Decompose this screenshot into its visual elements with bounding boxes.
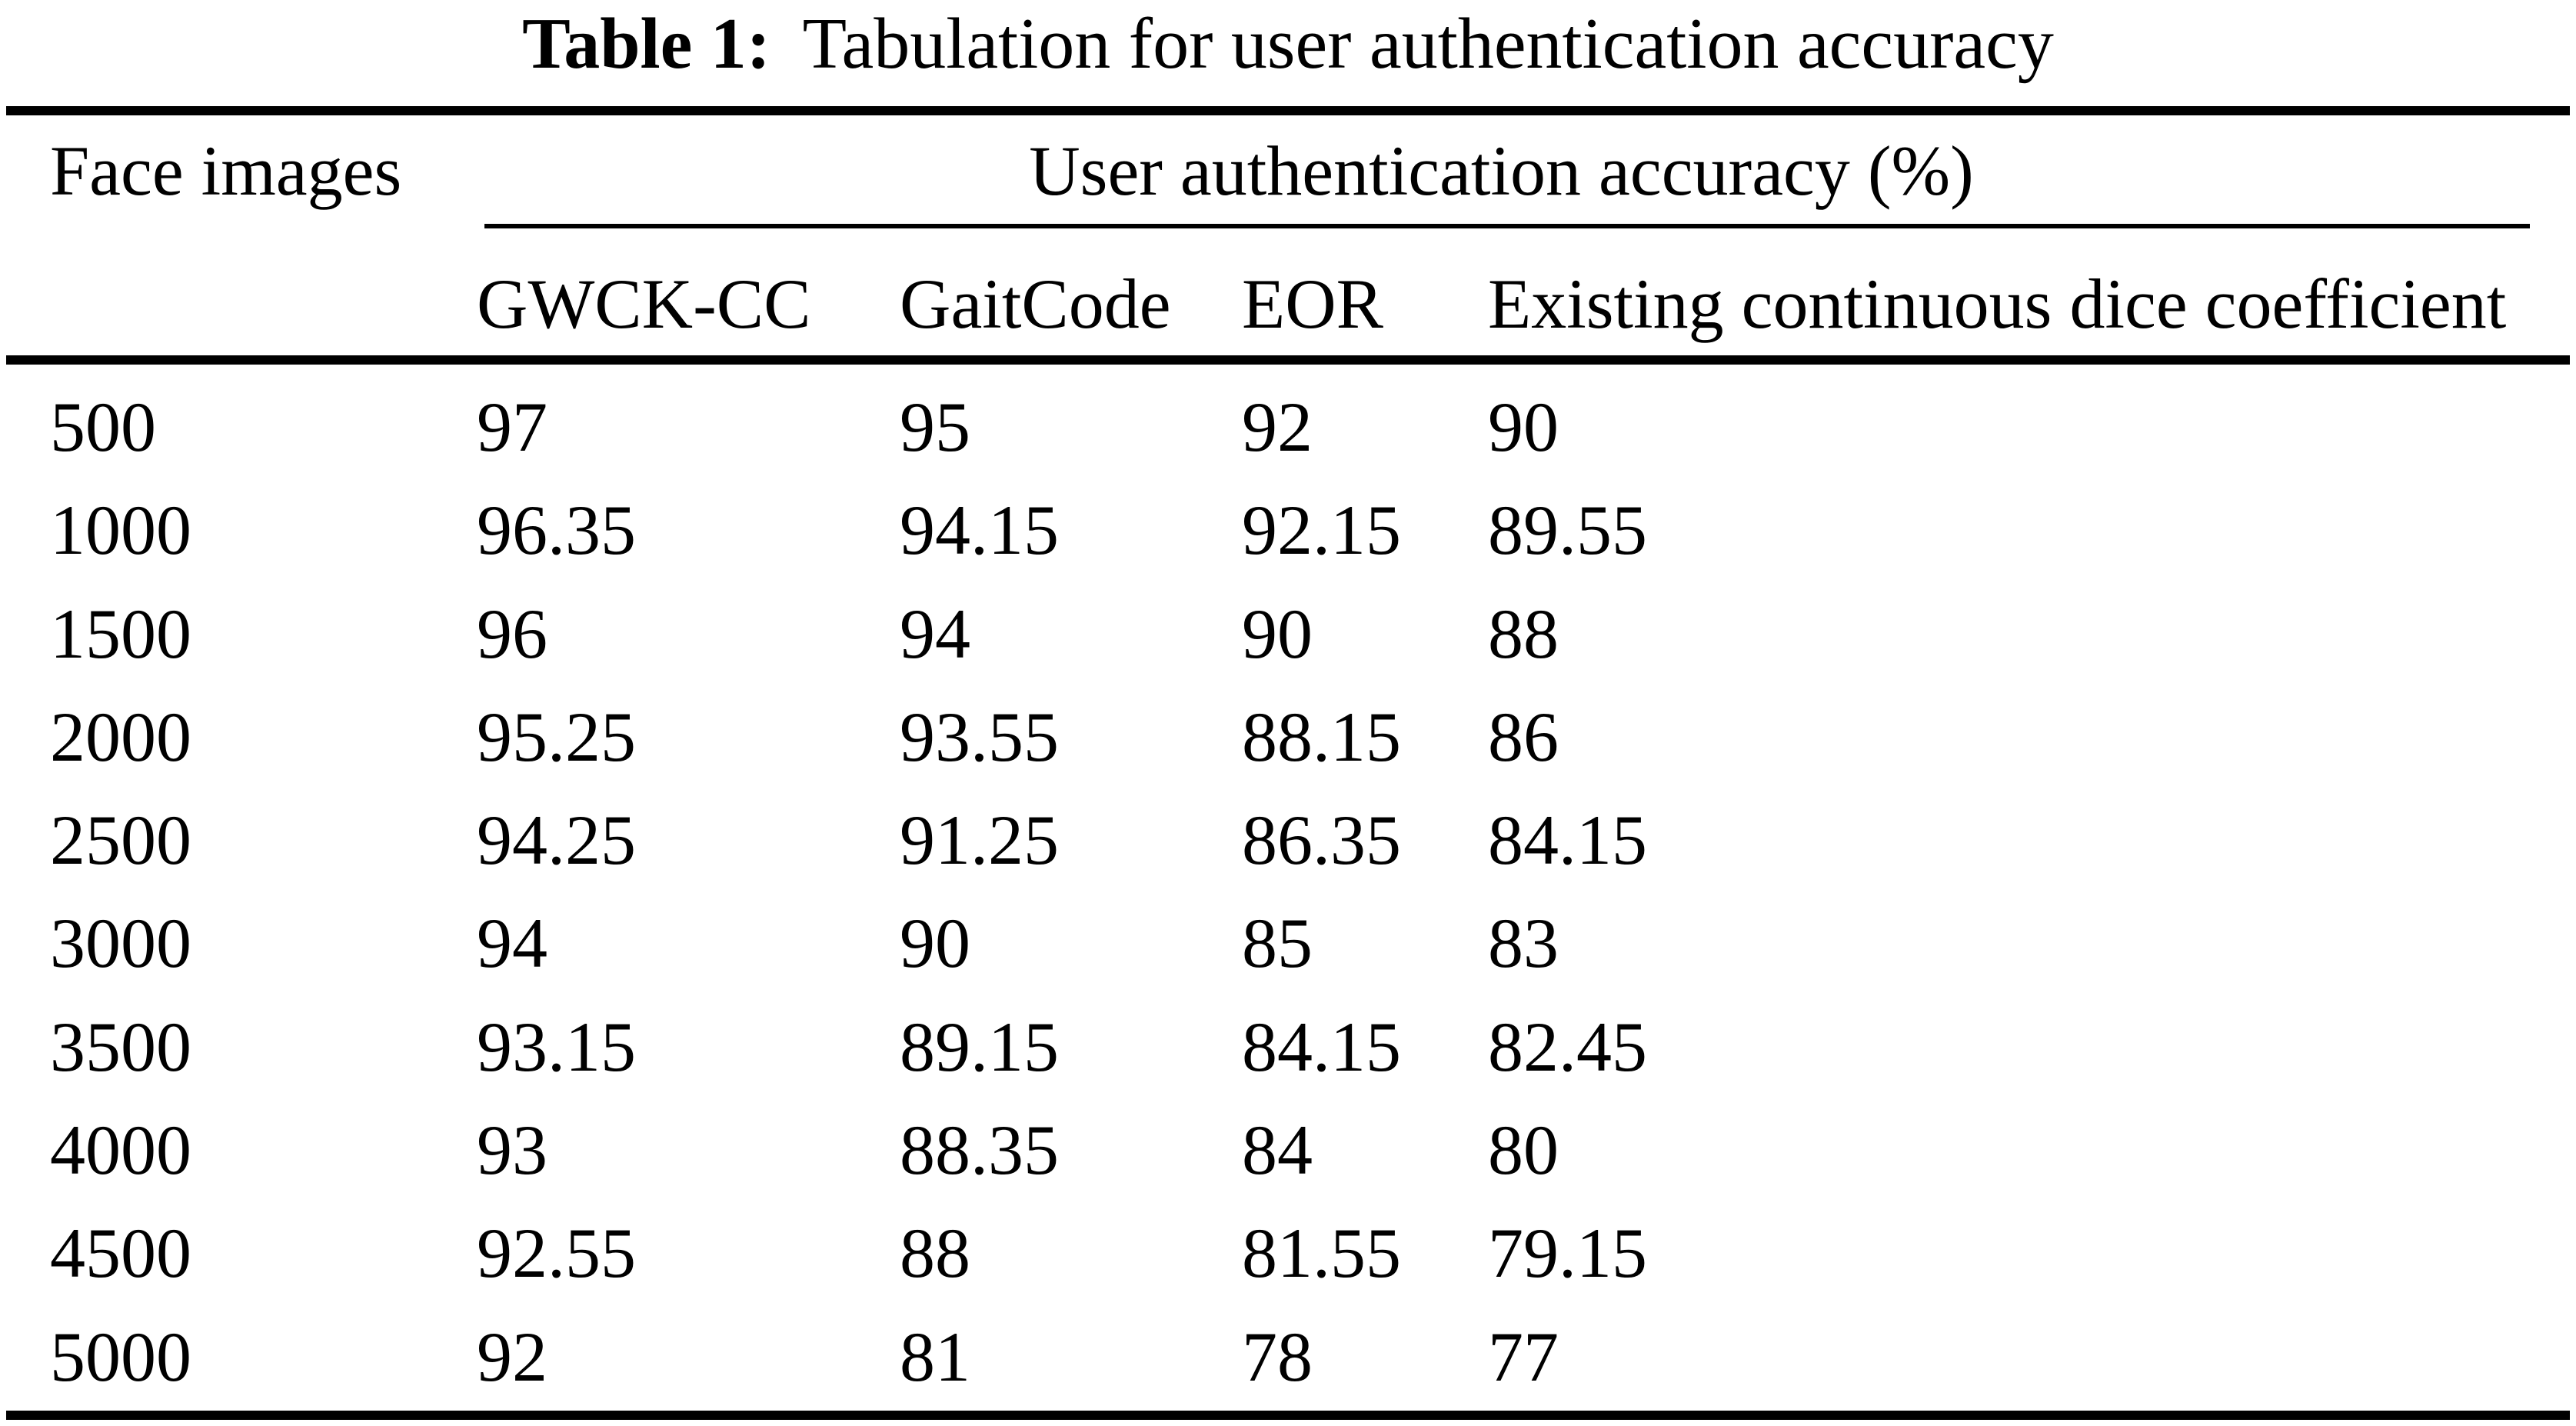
cell-face-images: 2500 bbox=[50, 801, 191, 880]
cell-value: 90 bbox=[1242, 594, 1313, 673]
cell-face-images: 500 bbox=[50, 388, 156, 466]
cell-value: 94 bbox=[900, 594, 970, 673]
cell-face-images: 4000 bbox=[50, 1111, 191, 1190]
cell-value: 93 bbox=[477, 1111, 547, 1190]
cell-value: 94 bbox=[477, 904, 547, 983]
cell-value: 97 bbox=[477, 388, 547, 466]
col-header-gaitcode: GaitCode bbox=[900, 265, 1171, 343]
cell-value: 89.55 bbox=[1488, 491, 1647, 570]
table-subheader-row: GWCK-CC GaitCode EOR Existing continuous… bbox=[50, 254, 2526, 354]
cell-value: 94.15 bbox=[900, 491, 1059, 570]
group-header-accuracy: User authentication accuracy (%) bbox=[1029, 132, 1974, 210]
cell-value: 92 bbox=[1242, 388, 1313, 466]
table-body: 500 97 95 92 90 1000 96.35 94.15 92.15 8… bbox=[50, 375, 2526, 1408]
cell-value: 94.25 bbox=[477, 801, 636, 880]
cell-value: 90 bbox=[900, 904, 970, 983]
cell-face-images: 1000 bbox=[50, 491, 191, 570]
cell-face-images: 5000 bbox=[50, 1317, 191, 1396]
cell-value: 88.15 bbox=[1242, 697, 1401, 776]
cell-face-images: 3000 bbox=[50, 904, 191, 983]
cell-face-images: 1500 bbox=[50, 594, 191, 673]
cell-value: 91.25 bbox=[900, 801, 1059, 880]
cell-value: 93.55 bbox=[900, 697, 1059, 776]
cell-value: 96 bbox=[477, 594, 547, 673]
rule-bottom bbox=[6, 1411, 2570, 1420]
cell-value: 88 bbox=[900, 1214, 970, 1293]
col-header-gwck-cc: GWCK-CC bbox=[477, 265, 811, 343]
cell-value: 85 bbox=[1242, 904, 1313, 983]
rule-top bbox=[6, 106, 2570, 115]
cell-value: 96.35 bbox=[477, 491, 636, 570]
cell-value: 89.15 bbox=[900, 1007, 1059, 1086]
cell-value: 82.45 bbox=[1488, 1007, 1647, 1086]
cell-value: 84 bbox=[1242, 1111, 1313, 1190]
table-header-row: Face images User authentication accuracy… bbox=[50, 119, 2526, 223]
cell-value: 86.35 bbox=[1242, 801, 1401, 880]
cell-value: 84.15 bbox=[1488, 801, 1647, 880]
cell-value: 95.25 bbox=[477, 697, 636, 776]
cell-value: 92.15 bbox=[1242, 491, 1401, 570]
cell-value: 92 bbox=[477, 1317, 547, 1396]
cell-value: 84.15 bbox=[1242, 1007, 1401, 1086]
cell-value: 86 bbox=[1488, 697, 1559, 776]
table-caption: Table 1: Tabulation for user authenticat… bbox=[0, 2, 2576, 86]
col-header-eor: EOR bbox=[1242, 265, 1383, 343]
rule-under-group-header bbox=[484, 224, 2530, 228]
cell-value: 93.15 bbox=[477, 1007, 636, 1086]
cell-value: 83 bbox=[1488, 904, 1559, 983]
cell-value: 81.55 bbox=[1242, 1214, 1401, 1293]
subheader-spacer bbox=[50, 254, 477, 354]
cell-value: 78 bbox=[1242, 1317, 1313, 1396]
cell-face-images: 2000 bbox=[50, 697, 191, 776]
col-header-face-images: Face images bbox=[50, 132, 402, 210]
cell-value: 88 bbox=[1488, 594, 1559, 673]
cell-value: 79.15 bbox=[1488, 1214, 1647, 1293]
col-header-existing-dice: Existing continuous dice coefficient bbox=[1488, 265, 2507, 343]
table-caption-label: Table 1: bbox=[522, 4, 771, 84]
cell-value: 92.55 bbox=[477, 1214, 636, 1293]
table-caption-text: Tabulation for user authentication accur… bbox=[802, 4, 2054, 84]
cell-value: 88.35 bbox=[900, 1111, 1059, 1190]
cell-value: 80 bbox=[1488, 1111, 1559, 1190]
cell-face-images: 3500 bbox=[50, 1007, 191, 1086]
rule-under-headers bbox=[6, 355, 2570, 365]
cell-value: 95 bbox=[900, 388, 970, 466]
cell-value: 90 bbox=[1488, 388, 1559, 466]
cell-value: 81 bbox=[900, 1317, 970, 1396]
cell-face-images: 4500 bbox=[50, 1214, 191, 1293]
cell-value: 77 bbox=[1488, 1317, 1559, 1396]
